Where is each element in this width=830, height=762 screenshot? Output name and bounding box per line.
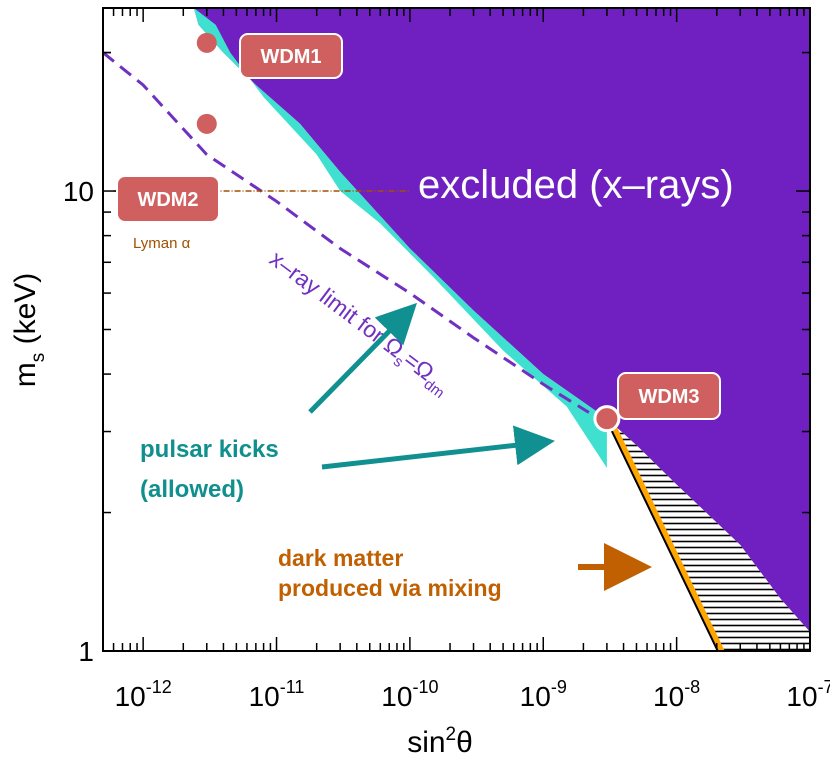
y-tick-labels: 1 10 xyxy=(63,176,94,667)
pulsar-label-line1: pulsar kicks xyxy=(140,436,279,463)
x-tick-label: 10-7 xyxy=(786,677,830,712)
mixing-band-edge xyxy=(604,418,719,651)
point-label-wdm1: WDM1 xyxy=(260,46,321,68)
point-label-box-wdm1 xyxy=(239,33,343,79)
pulsar-arrow-upper xyxy=(308,302,418,414)
excluded-region xyxy=(193,8,810,632)
points-layer: WDM1 WDM2 WDM3 xyxy=(116,32,721,433)
mixing-band xyxy=(605,418,725,651)
excluded-label: excluded (x–rays) xyxy=(418,163,734,207)
point-label-wdm3: WDM3 xyxy=(638,386,699,408)
hatched-region xyxy=(606,418,810,651)
point-label-box-wdm3 xyxy=(617,372,721,420)
y-tick-label: 1 xyxy=(78,636,94,667)
dm-label-line2: produced via mixing xyxy=(278,575,502,601)
axis-ticks xyxy=(102,8,811,652)
pulsar-arrow-lower xyxy=(321,425,555,470)
lyman-alpha-label: Lyman α xyxy=(133,235,191,252)
point-wdm3 xyxy=(593,405,621,433)
x-tick-label: 10-10 xyxy=(381,677,438,712)
dm-label-line1: dark matter xyxy=(278,545,403,571)
pulsar-kicks-region xyxy=(193,8,607,468)
x-tick-label: 10-11 xyxy=(249,677,305,712)
pulsar-label-line2: (allowed) xyxy=(140,476,244,503)
x-tick-label: 10-12 xyxy=(115,677,172,712)
point-label-box-wdm2 xyxy=(116,175,220,223)
x-tick-labels: 10-12 10-11 10-10 10-9 10-8 10-7 xyxy=(115,677,830,712)
point-label-wdm2: WDM2 xyxy=(137,189,198,211)
point-wdm2 xyxy=(196,113,217,134)
x-tick-label: 10-9 xyxy=(520,677,567,712)
point-wdm1 xyxy=(196,32,217,53)
x-axis-label: sin2θ xyxy=(407,724,473,759)
y-tick-label: 10 xyxy=(63,176,94,207)
x-tick-label: 10-8 xyxy=(653,677,700,712)
y-axis-label: ms (keV) xyxy=(9,273,49,388)
xray-limit-line xyxy=(103,51,590,414)
